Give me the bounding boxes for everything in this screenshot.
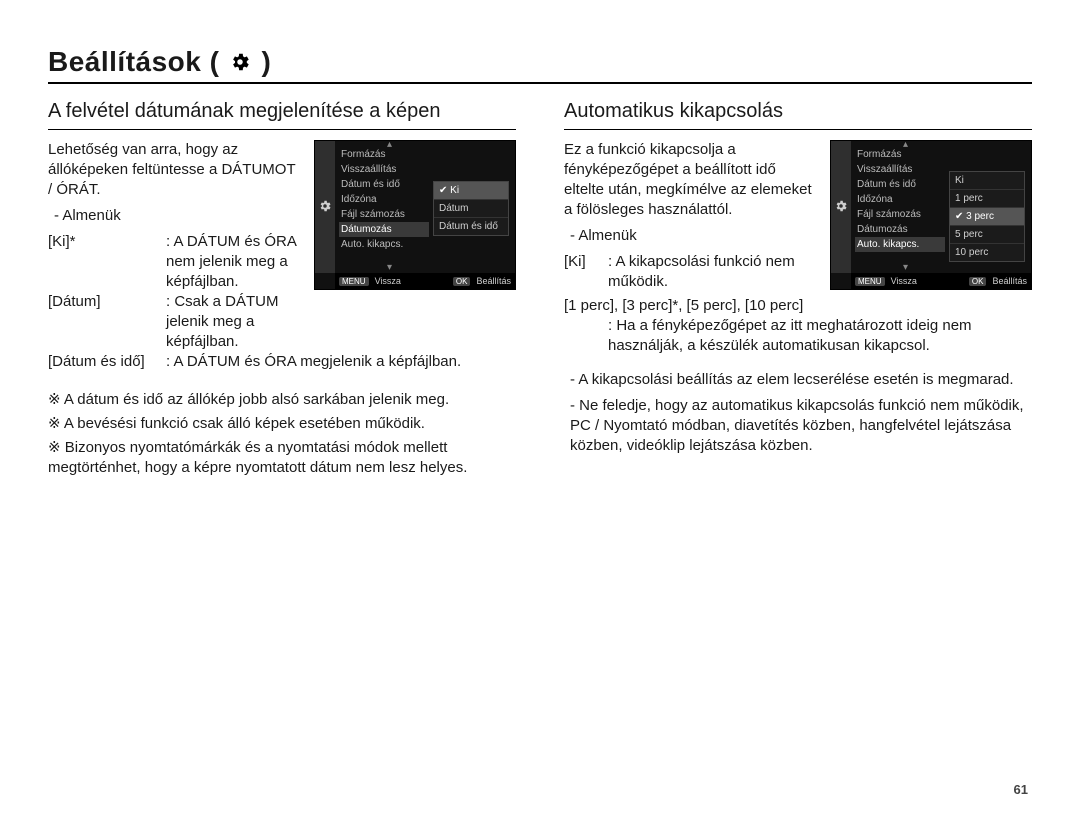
camera-screenshot-date-imprint: ▴ FormázásVisszaállításDátum és időIdőzó… — [314, 140, 516, 290]
cam-menu-item: Visszaállítás — [855, 162, 945, 177]
cam-menu-item: Időzóna — [339, 192, 429, 207]
back-label: Vissza — [891, 276, 917, 286]
left-heading: A felvétel dátumának megjelenítése a kép… — [48, 98, 516, 130]
page-title-row: Beállítások ( ) — [48, 46, 1032, 84]
cam-menu-item: Dátum és idő — [339, 177, 429, 192]
cam-menu-item: Auto. kikapcs. — [339, 237, 429, 252]
cam-option-panel: Ki1 perc✔ 3 perc5 perc10 perc — [949, 171, 1025, 262]
set-label: Beállítás — [476, 276, 511, 286]
footnote: A bevésési funkció csak álló képek eseté… — [48, 414, 516, 434]
cam-option: Dátum — [434, 200, 508, 218]
cam-option: Ki — [950, 172, 1024, 190]
def-val: : A DÁTUM és ÓRA megjelenik a képfájlban… — [166, 352, 516, 372]
cam-option: 5 perc — [950, 226, 1024, 244]
def-key: [Dátum és idő] — [48, 352, 166, 372]
chevron-down-icon: ▾ — [387, 262, 392, 273]
footnote: A dátum és idő az állókép jobb alsó sark… — [48, 390, 516, 410]
gear-icon — [229, 51, 251, 76]
gear-icon — [834, 199, 848, 216]
cam-left-tab — [315, 141, 335, 273]
ok-tag: OK — [453, 277, 471, 286]
bullet: Ne feledje, hogy az automatikus kikapcso… — [570, 396, 1032, 456]
left-notes: A dátum és idő az állókép jobb alsó sark… — [48, 390, 516, 478]
right-column: Automatikus kikapcsolás ▴ FormázásVissza… — [564, 98, 1032, 482]
footnote: Bizonyos nyomtatómárkák és a nyomtatási … — [48, 438, 516, 478]
cam-menu-item: Dátum és idő — [855, 177, 945, 192]
def-key: [1 perc], [3 perc]*, [5 perc], [10 perc] — [564, 296, 1032, 316]
cam-menu-item: Fájl számozás — [339, 207, 429, 222]
cam-menu-item: Dátumozás — [339, 222, 429, 237]
def-val: : A kikapcsolási funkció nem működik. — [608, 252, 818, 292]
def-val: : Ha a fényképezőgépet az itt meghatároz… — [608, 316, 1032, 356]
cam-menu-item: Dátumozás — [855, 222, 945, 237]
back-label: Vissza — [375, 276, 401, 286]
cam-left-tab — [831, 141, 851, 273]
right-notes: A kikapcsolási beállítás az elem lecseré… — [564, 370, 1032, 456]
cam-menu-item: Fájl számozás — [855, 207, 945, 222]
set-label: Beállítás — [992, 276, 1027, 286]
ok-tag: OK — [969, 277, 987, 286]
cam-option: 1 perc — [950, 190, 1024, 208]
cam-menu-item: Auto. kikapcs. — [855, 237, 945, 252]
page-number: 61 — [1014, 782, 1028, 797]
menu-tag: MENU — [855, 277, 885, 286]
cam-bottom-bar: MENU Vissza OK Beállítás — [335, 273, 515, 289]
def-val: : A DÁTUM és ÓRA nem jelenik meg a képfá… — [166, 232, 302, 292]
def-key: [Ki] — [564, 252, 608, 292]
cam-menu-list: FormázásVisszaállításDátum és időIdőzóna… — [855, 147, 945, 252]
cam-menu-item: Időzóna — [855, 192, 945, 207]
cam-bottom-bar: MENU Vissza OK Beállítás — [851, 273, 1031, 289]
cam-menu-item: Formázás — [855, 147, 945, 162]
cam-option-panel: ✔ KiDátumDátum és idő — [433, 181, 509, 236]
right-heading: Automatikus kikapcsolás — [564, 98, 1032, 130]
camera-screenshot-auto-off: ▴ FormázásVisszaállításDátum és időIdőzó… — [830, 140, 1032, 290]
cam-option: 10 perc — [950, 244, 1024, 261]
gear-icon — [318, 199, 332, 216]
left-column: A felvétel dátumának megjelenítése a kép… — [48, 98, 516, 482]
cam-menu-list: FormázásVisszaállításDátum és időIdőzóna… — [339, 147, 429, 252]
cam-option: ✔ 3 perc — [950, 208, 1024, 226]
bullet: A kikapcsolási beállítás az elem lecseré… — [570, 370, 1032, 390]
page-title-close: ) — [261, 46, 271, 78]
cam-option: ✔ Ki — [434, 182, 508, 200]
def-val: : Csak a DÁTUM jelenik meg a képfájlban. — [166, 292, 302, 352]
page-title: Beállítások ( — [48, 46, 219, 78]
chevron-down-icon: ▾ — [903, 262, 908, 273]
cam-menu-item: Visszaállítás — [339, 162, 429, 177]
menu-tag: MENU — [339, 277, 369, 286]
cam-menu-item: Formázás — [339, 147, 429, 162]
def-key: [Ki]* — [48, 232, 166, 292]
cam-option: Dátum és idő — [434, 218, 508, 235]
def-key: [Dátum] — [48, 292, 166, 352]
